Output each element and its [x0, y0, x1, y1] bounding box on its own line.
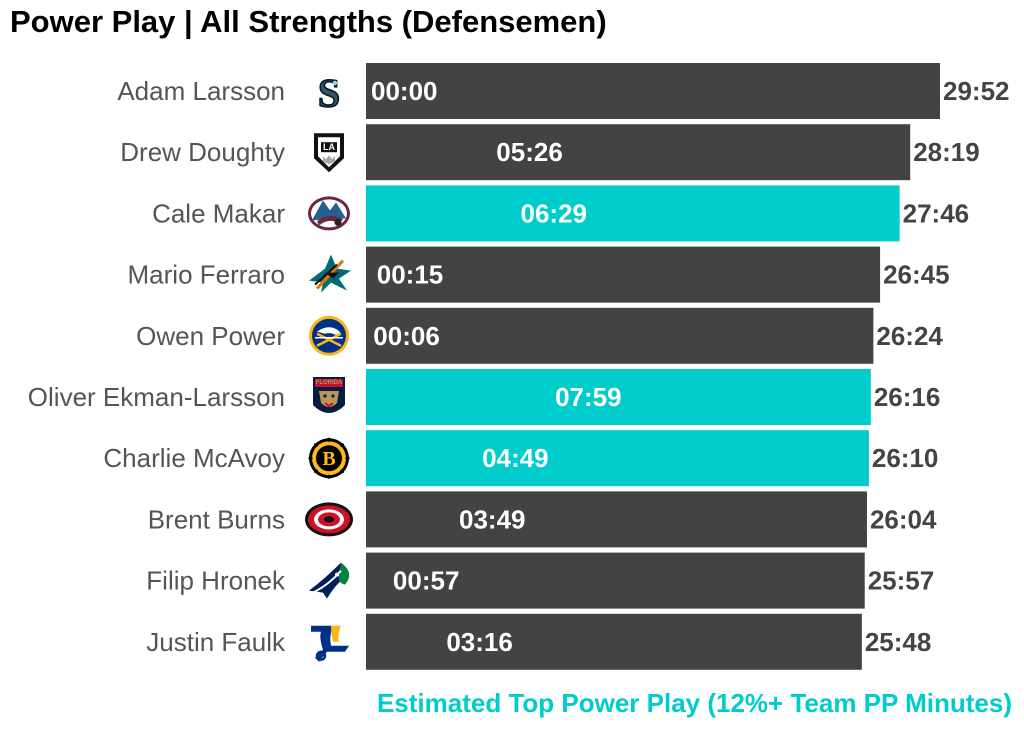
pp-time-label: 00:15 — [377, 260, 444, 290]
player-label: Adam Larsson — [117, 76, 285, 106]
vancouver-canucks-logo-icon — [309, 562, 350, 599]
svg-text:B: B — [322, 448, 335, 470]
total-time-label: 26:45 — [883, 260, 950, 290]
pp-time-label: 00:00 — [371, 76, 438, 106]
player-label: Mario Ferraro — [128, 260, 285, 290]
svg-text:LA: LA — [323, 142, 335, 152]
pp-time-label: 04:49 — [482, 443, 549, 473]
chart-title: Power Play | All Strengths (Defensemen) — [10, 4, 607, 39]
svg-text:S: S — [318, 71, 340, 116]
total-time-label: 29:52 — [943, 76, 1010, 106]
florida-panthers-logo-icon: FLORIDA — [313, 377, 345, 413]
pp-time-label: 00:57 — [393, 566, 460, 596]
bar — [366, 369, 871, 425]
total-time-label: 25:57 — [868, 566, 935, 596]
total-time-label: 26:16 — [874, 382, 941, 412]
bar — [366, 613, 862, 670]
player-label: Owen Power — [136, 321, 285, 351]
pp-time-label: 00:06 — [373, 321, 440, 351]
bar — [366, 63, 940, 119]
svg-text:FLORIDA: FLORIDA — [316, 380, 343, 386]
player-label: Justin Faulk — [146, 627, 286, 657]
buffalo-sabres-logo-icon — [309, 315, 349, 356]
chart-subtitle: Estimated Top Power Play (12%+ Team PP M… — [376, 688, 1012, 718]
total-time-label: 26:04 — [870, 504, 937, 534]
pp-time-label: 06:29 — [521, 198, 588, 228]
total-time-label: 28:19 — [913, 137, 980, 167]
bar — [366, 246, 881, 303]
bar — [366, 491, 867, 548]
player-label: Filip Hronek — [146, 566, 286, 596]
los-angeles-kings-logo-icon: LA — [314, 133, 344, 173]
san-jose-sharks-logo-icon — [309, 254, 351, 293]
bar — [366, 552, 865, 609]
pp-time-label: 05:26 — [496, 137, 562, 167]
bar — [366, 124, 911, 181]
player-label: Brent Burns — [148, 504, 285, 534]
player-label: Cale Makar — [152, 198, 285, 228]
total-time-label: 27:46 — [903, 198, 970, 228]
player-label: Charlie McAvoy — [103, 443, 285, 473]
colorado-avalanche-logo-icon — [308, 196, 350, 231]
total-time-label: 25:48 — [865, 627, 932, 657]
bar — [366, 307, 874, 364]
seattle-kraken-logo-icon: S — [310, 70, 348, 116]
boston-bruins-logo-icon: B — [308, 437, 350, 479]
bar — [366, 430, 869, 487]
player-label: Oliver Ekman-Larsson — [28, 382, 285, 412]
total-time-label: 26:24 — [876, 321, 943, 351]
st-louis-blues-logo-icon — [311, 625, 349, 662]
pp-time-label: 03:49 — [459, 504, 525, 534]
total-time-label: 26:10 — [872, 443, 939, 473]
pp-time-label: 03:16 — [446, 627, 513, 657]
bar — [366, 185, 900, 242]
pp-time-label: 07:59 — [555, 382, 622, 412]
carolina-hurricanes-logo-icon — [305, 502, 353, 537]
player-label: Drew Doughty — [120, 137, 285, 167]
